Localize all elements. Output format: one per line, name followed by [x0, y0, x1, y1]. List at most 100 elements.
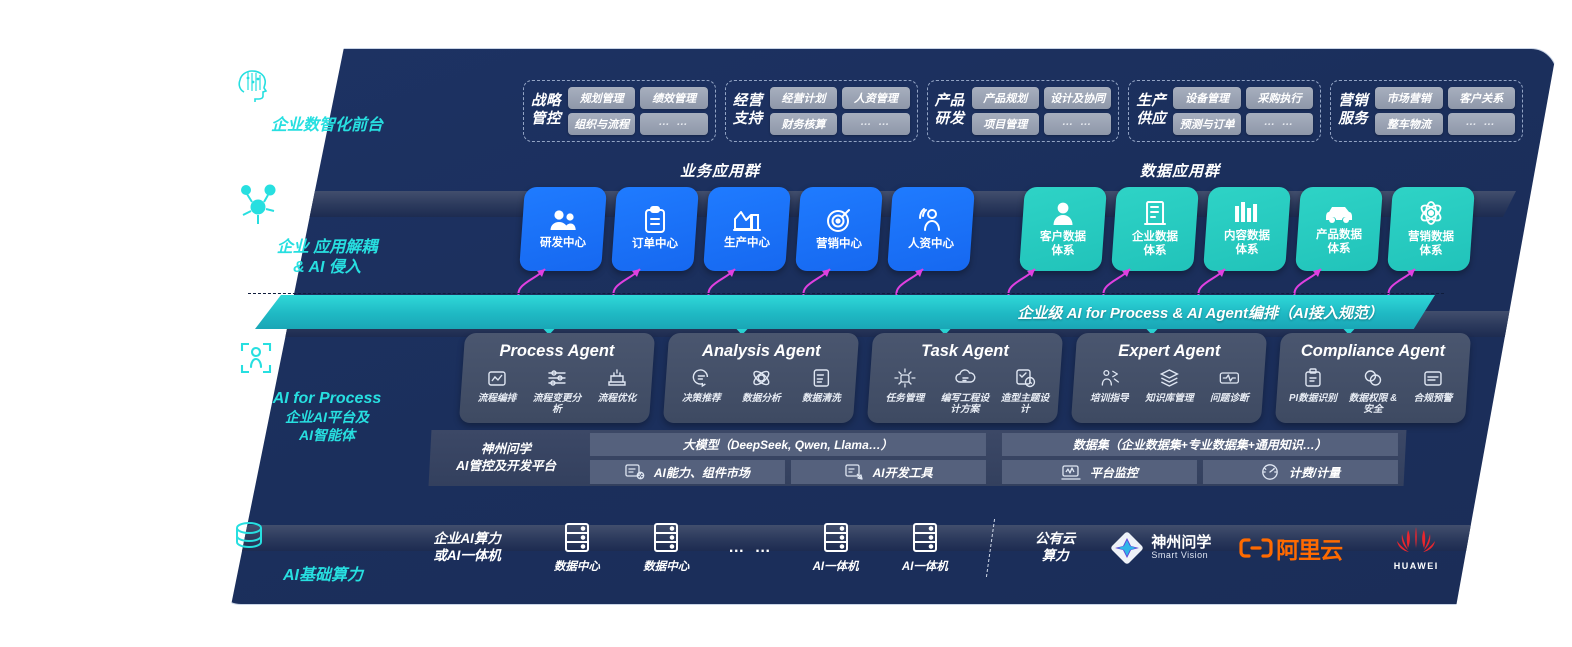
agent-capability[interactable]: 编写工程设计方案	[936, 367, 994, 415]
module-chip[interactable]: 产品规划	[971, 87, 1039, 109]
agent-capability[interactable]: 任务管理	[876, 367, 934, 404]
agent-task[interactable]: Task Agent 任务管理 编写工程设计方案 造型主题设计	[866, 333, 1064, 424]
module-chip[interactable]: 整车物流	[1375, 113, 1443, 135]
platform-components-market[interactable]: AI能力、组件市场	[590, 459, 785, 484]
orchestration-band[interactable]: 企业级 AI for Process & AI Agent编排（AI接入规范）	[255, 295, 1435, 329]
band-dashed-top	[248, 293, 1444, 294]
agent-capability[interactable]: 流程优化	[588, 367, 646, 404]
agent-expert[interactable]: Expert Agent 培训指导 知识库管理 问题诊断	[1070, 333, 1268, 424]
server-icon	[561, 521, 593, 555]
platform-datasets-bar[interactable]: 数据集（企业数据集+专业数据集+通用知识…）	[1001, 432, 1397, 456]
app-card-label: 企业数据 体系	[1132, 231, 1178, 257]
platform-billing[interactable]: 计费/计量	[1202, 459, 1397, 484]
module-product-rd[interactable]: 产品 研发 产品规划 设计及协同 项目管理 … …	[926, 80, 1120, 142]
agent-capability[interactable]: 合规预警	[1404, 367, 1462, 404]
ai-platform-row: 神州问学 AI管控及开发平台 大模型（DeepSeek, Qwen, Llama…	[428, 429, 1407, 488]
module-chip[interactable]: 采购执行	[1245, 87, 1314, 109]
clipboard-icon	[642, 206, 668, 234]
app-card-hr-center[interactable]: 人资中心	[887, 187, 975, 271]
module-chip-more[interactable]: … …	[640, 113, 708, 135]
app-card-label: 营销数据 体系	[1408, 231, 1454, 257]
aliyun-logo: 阿里云	[1239, 531, 1343, 565]
platform-monitoring[interactable]: 平台监控	[1001, 459, 1197, 484]
module-chip-more[interactable]: … …	[1043, 113, 1112, 135]
app-card-customer-data[interactable]: 客户数据 体系	[1019, 187, 1107, 271]
infra-node-datacenter-1[interactable]: 数据中心	[532, 521, 621, 574]
group-label-data: 数据应用群	[1140, 163, 1221, 180]
app-card-product-data[interactable]: 产品数据 体系	[1295, 187, 1383, 271]
ellipsis-icon: … …	[728, 538, 774, 556]
data-app-cards: 客户数据 体系 企业数据 体系 内容数据 体系 产品数据 体系	[1019, 187, 1475, 271]
module-chip[interactable]: 经营计划	[769, 87, 838, 109]
app-card-marketing-data[interactable]: 营销数据 体系	[1387, 187, 1475, 271]
module-marketing-service[interactable]: 营销 服务 市场营销 客户关系 整车物流 … …	[1330, 80, 1523, 142]
car-icon	[1323, 201, 1355, 225]
module-chip-more[interactable]: … …	[1245, 113, 1314, 135]
module-chip[interactable]: 人资管理	[842, 87, 910, 109]
module-chip[interactable]: 项目管理	[971, 113, 1039, 135]
app-card-marketing-center[interactable]: 营销中心	[795, 187, 883, 271]
platform-dev-tools[interactable]: AI开发工具	[790, 459, 986, 484]
agent-compliance[interactable]: Compliance Agent PI数据识别 数据权限 & 安全 合规预警	[1274, 333, 1472, 424]
vendor-shenzhou[interactable]: 神州问学 Smart Vision	[1100, 530, 1221, 566]
module-chip[interactable]: 设备管理	[1173, 87, 1241, 109]
app-card-enterprise-data[interactable]: 企业数据 体系	[1111, 187, 1199, 271]
infra-node-ai-appliance-2[interactable]: AI一体机	[880, 521, 969, 574]
infra-node-ai-appliance-1[interactable]: AI一体机	[791, 521, 880, 574]
molecule-icon	[232, 180, 422, 230]
agent-capability[interactable]: 数据清洗	[792, 367, 850, 404]
server-icon	[909, 521, 941, 555]
infra-node-datacenter-2[interactable]: 数据中心	[622, 521, 711, 574]
pi-data-icon	[1302, 367, 1324, 389]
rail-sublabel: 企业AI平台及	[285, 409, 369, 426]
module-title: 生产 供应	[1136, 93, 1167, 127]
agent-capability[interactable]: 知识库管理	[1140, 367, 1198, 404]
agent-capability[interactable]: 培训指导	[1080, 367, 1138, 404]
module-chip-more[interactable]: … …	[1447, 113, 1515, 135]
platform-right-column: 数据集（企业数据集+专业数据集+通用知识…） 平台监控 计费/计量	[994, 429, 1406, 488]
agent-capability[interactable]: 决策推荐	[672, 367, 730, 404]
agent-capability[interactable]: 数据权限 & 安全	[1344, 367, 1402, 415]
infra-node-public-cloud[interactable]: 公有云 算力	[1011, 531, 1100, 565]
agent-capability[interactable]: 数据分析	[732, 367, 790, 404]
module-chip[interactable]: 预测与订单	[1173, 113, 1241, 135]
agent-capability[interactable]: 问题诊断	[1200, 367, 1258, 404]
module-strategy[interactable]: 战略 管控 规划管理 绩效管理 组织与流程 … …	[523, 80, 716, 142]
app-card-content-data[interactable]: 内容数据 体系	[1203, 187, 1291, 271]
agent-capability[interactable]: 流程变更分析	[528, 367, 586, 415]
infra-label: 数据中心	[643, 560, 690, 573]
app-card-label: 订单中心	[632, 238, 678, 251]
module-chip[interactable]: 客户关系	[1447, 87, 1515, 109]
agent-capability[interactable]: 流程编排	[468, 367, 526, 404]
infra-node-enterprise-ai[interactable]: 企业AI算力 或AI一体机	[402, 531, 532, 565]
layers-icon	[1158, 367, 1180, 389]
business-app-cards: 研发中心 订单中心 生产中心 营销中心 人资中心	[519, 187, 975, 271]
vendor-aliyun[interactable]: 阿里云	[1221, 531, 1361, 565]
huawei-logo	[1393, 525, 1439, 559]
infra-label: AI一体机	[901, 560, 948, 573]
module-chip[interactable]: 市场营销	[1375, 87, 1443, 109]
module-chip[interactable]: 绩效管理	[640, 87, 708, 109]
module-chip[interactable]: 设计及协同	[1043, 87, 1112, 109]
app-card-label: 营销中心	[816, 238, 862, 251]
module-production-supply[interactable]: 生产 供应 设备管理 采购执行 预测与订单 … …	[1128, 80, 1322, 142]
rail-ai-for-process: AI for Process 企业AI平台及 AI智能体	[232, 335, 422, 445]
module-chip[interactable]: 规划管理	[568, 87, 636, 109]
agent-title: Compliance Agent	[1300, 342, 1446, 360]
agent-process[interactable]: Process Agent 流程编排 流程变更分析 流程优化	[458, 333, 656, 424]
module-operations[interactable]: 经营 支持 经营计划 人资管理 财务核算 … …	[724, 80, 918, 142]
agent-capability[interactable]: PI数据识别	[1284, 367, 1342, 404]
vendor-huawei[interactable]: HUAWEI	[1360, 525, 1472, 571]
agent-analysis[interactable]: Analysis Agent 决策推荐 数据分析 数据清洗	[662, 333, 860, 424]
module-chip-more[interactable]: … …	[842, 113, 910, 135]
agent-capability[interactable]: 造型主题设计	[996, 367, 1054, 415]
agent-row: Process Agent 流程编排 流程变更分析 流程优化 Analysis …	[458, 333, 1472, 424]
module-chip[interactable]: 组织与流程	[568, 113, 636, 135]
platform-models-bar[interactable]: 大模型（DeepSeek, Qwen, Llama…）	[590, 432, 986, 456]
agent-title: Process Agent	[499, 342, 615, 360]
flow-chart-icon	[486, 367, 508, 389]
app-card-rd-center[interactable]: 研发中心	[519, 187, 607, 271]
app-card-production-center[interactable]: 生产中心	[703, 187, 791, 271]
app-card-order-center[interactable]: 订单中心	[611, 187, 699, 271]
module-chip[interactable]: 财务核算	[769, 113, 838, 135]
